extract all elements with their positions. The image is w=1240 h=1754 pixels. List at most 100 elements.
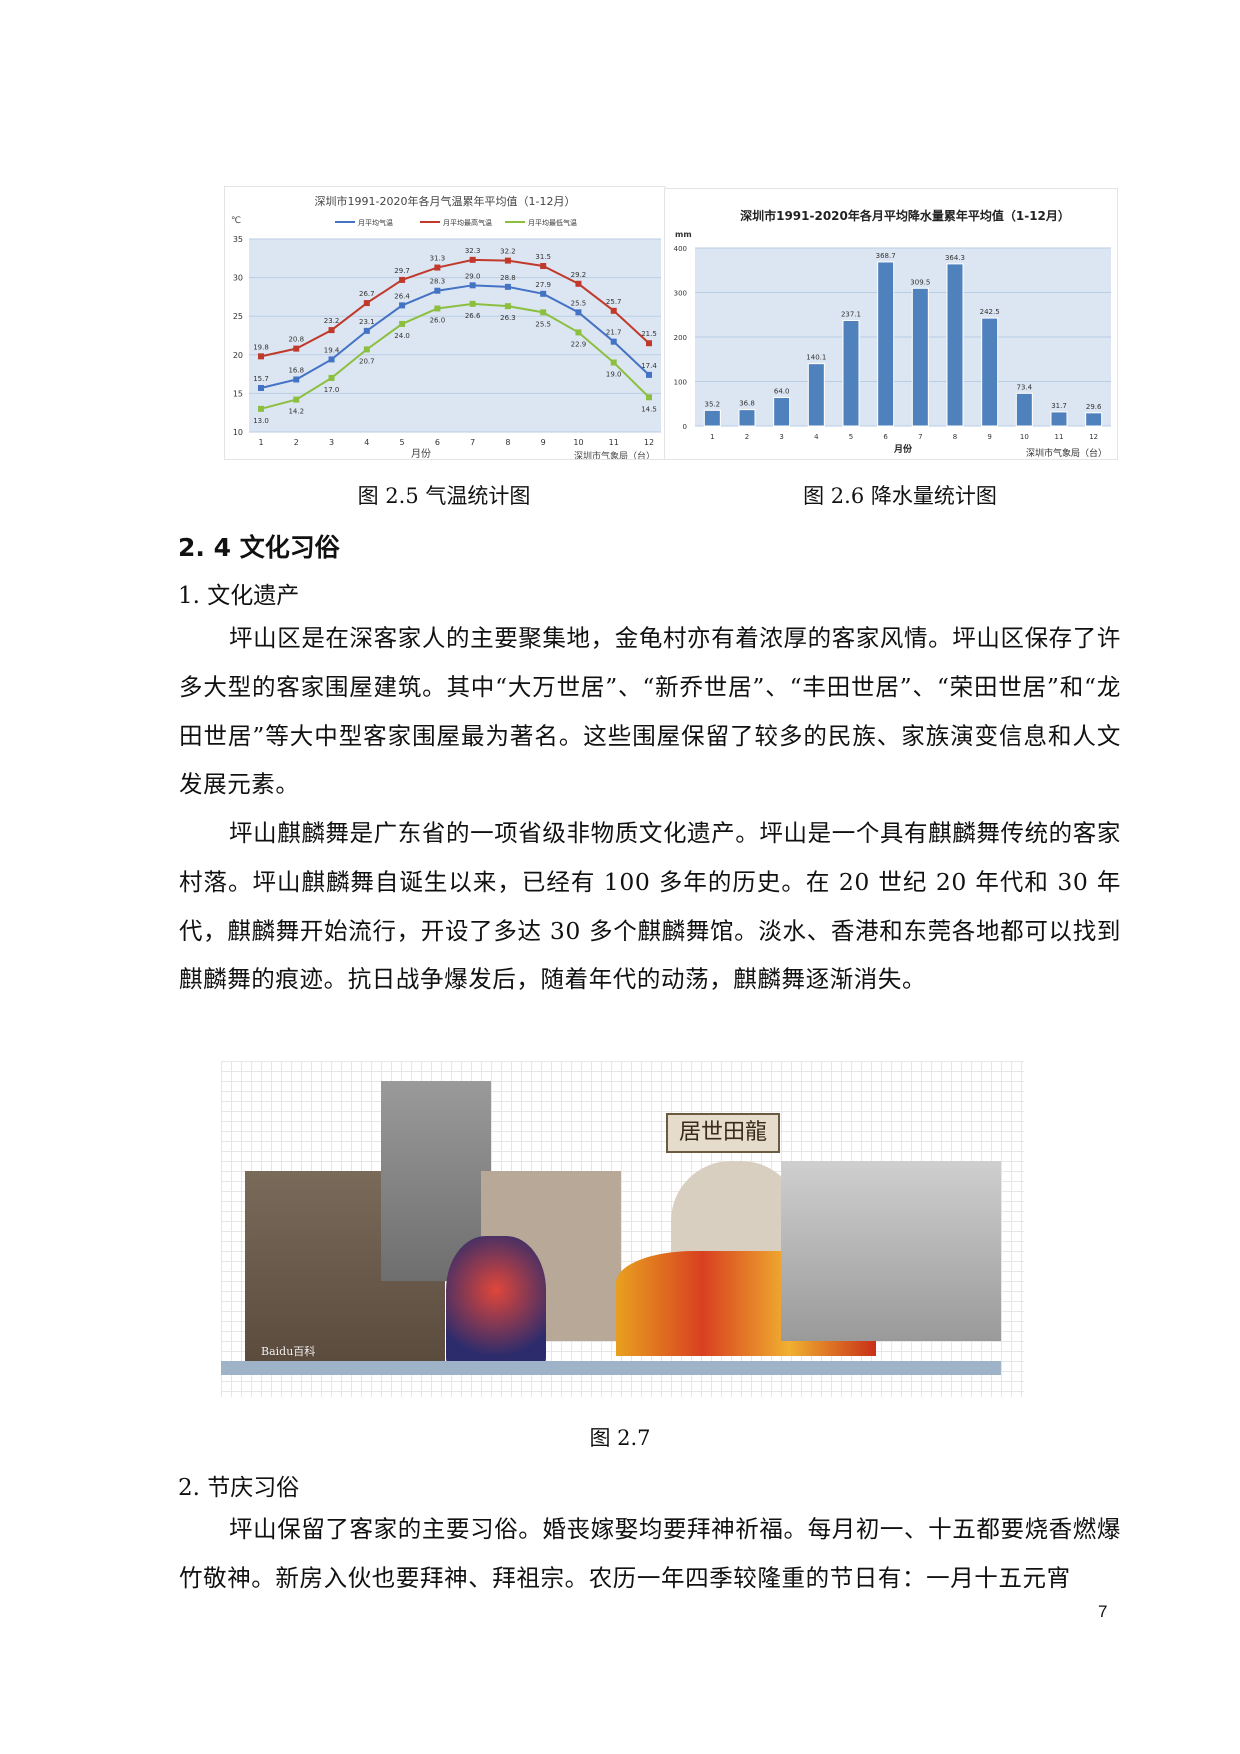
y-tick-label: 35 — [233, 235, 243, 244]
data-label: 24.0 — [394, 332, 410, 340]
y-tick-label: 0 — [683, 423, 687, 431]
series-line — [260, 302, 650, 410]
data-point — [328, 327, 335, 334]
x-tick-label: 3 — [779, 433, 783, 441]
series-line — [260, 258, 650, 358]
data-label: 28.3 — [430, 278, 446, 286]
data-label: 25.5 — [535, 320, 551, 328]
bar — [807, 363, 825, 427]
data-label: 31.5 — [535, 253, 551, 261]
plaque: 居世田龍 — [666, 1113, 780, 1153]
data-point — [646, 394, 652, 401]
data-point — [293, 376, 300, 383]
data-label: 19.4 — [324, 346, 340, 354]
x-tick-label: 5 — [400, 438, 405, 447]
data-point — [434, 287, 441, 294]
data-label: 64.0 — [774, 388, 790, 396]
data-label: 23.2 — [324, 317, 340, 325]
data-label: 21.7 — [606, 329, 622, 337]
data-point — [328, 356, 335, 363]
y-axis-label: mm — [675, 230, 692, 239]
x-tick-label: 11 — [1055, 433, 1064, 441]
data-label: 29.0 — [465, 272, 481, 280]
x-tick-label: 3 — [329, 438, 334, 447]
data-point — [363, 327, 370, 334]
data-point — [328, 374, 335, 381]
bar — [773, 397, 791, 427]
bar — [1050, 411, 1068, 427]
data-point — [504, 283, 511, 290]
data-label: 27.9 — [535, 281, 551, 289]
y-tick-label: 400 — [674, 245, 687, 253]
data-point — [610, 359, 617, 366]
data-label: 73.4 — [1017, 383, 1033, 391]
watermark: Baidu百科 — [261, 1345, 316, 1358]
data-label: 14.2 — [288, 408, 304, 416]
y-axis-label: ℃ — [231, 216, 241, 226]
series-line — [260, 284, 650, 389]
data-label: 28.8 — [500, 274, 516, 282]
data-point — [469, 256, 476, 263]
y-tick-label: 30 — [233, 274, 243, 283]
x-tick-label: 10 — [1020, 433, 1029, 441]
data-label: 140.1 — [806, 354, 826, 362]
source-label: 深圳市气象局（台） — [1026, 447, 1107, 459]
data-point — [434, 305, 441, 312]
x-tick-label: 7 — [918, 433, 922, 441]
data-label: 20.7 — [359, 357, 375, 365]
data-point — [575, 309, 582, 316]
y-tick-label: 300 — [674, 290, 687, 298]
qilin-dancer — [446, 1236, 546, 1371]
data-label: 242.5 — [980, 308, 1000, 316]
data-label: 21.5 — [641, 330, 657, 338]
x-tick-label: 8 — [505, 438, 510, 447]
data-point — [258, 384, 264, 391]
y-tick-label: 20 — [233, 351, 243, 360]
building-right — [781, 1161, 1001, 1341]
x-tick-label: 10 — [573, 438, 583, 447]
data-point — [258, 353, 264, 360]
x-tick-label: 4 — [814, 433, 819, 441]
page-number: 7 — [1098, 1602, 1108, 1621]
legend-label: 月平均最低气温 — [528, 218, 577, 227]
data-label: 29.6 — [1086, 403, 1102, 411]
bar — [1015, 392, 1033, 427]
chart-title: 深圳市1991-2020年各月平均降水量累年平均值（1-12月） — [740, 208, 1070, 223]
figure-caption: 图 2.5 气温统计图 — [357, 484, 531, 508]
data-point — [469, 282, 476, 289]
data-point — [646, 340, 652, 347]
bar — [981, 317, 999, 427]
data-label: 35.2 — [705, 400, 721, 408]
bar — [1085, 412, 1103, 427]
x-tick-label: 4 — [364, 438, 369, 447]
data-label: 22.9 — [571, 340, 587, 348]
bar — [738, 409, 756, 427]
y-tick-label: 15 — [233, 389, 243, 398]
y-tick-label: 10 — [233, 428, 243, 437]
section-heading: 2. 4 文化习俗 — [178, 533, 340, 562]
data-label: 13.0 — [253, 417, 269, 425]
hakka-architecture-collage: 居世田龍 Baidu百科 — [221, 1061, 1024, 1397]
data-point — [575, 329, 582, 336]
data-label: 32.3 — [465, 247, 481, 255]
data-point — [363, 346, 370, 353]
plot-area — [249, 239, 661, 432]
data-point — [540, 290, 547, 297]
data-label: 26.7 — [359, 290, 375, 298]
x-axis-label: 月份 — [893, 443, 913, 455]
data-point — [610, 338, 617, 345]
x-tick-label: 2 — [745, 433, 749, 441]
x-tick-label: 2 — [294, 438, 299, 447]
data-point — [646, 371, 652, 378]
x-tick-label: 8 — [953, 433, 957, 441]
temperature-chart: 深圳市1991-2020年各月气温累年平均值（1-12月） ℃ 10 15 20 25 30… — [224, 186, 666, 460]
data-label: 19.8 — [253, 343, 269, 351]
data-label: 25.5 — [571, 299, 587, 307]
data-label: 23.1 — [359, 318, 375, 326]
data-label: 36.8 — [739, 400, 755, 408]
figure-caption: 图 2.7 — [589, 1426, 651, 1450]
data-point — [399, 276, 406, 283]
data-point — [293, 345, 300, 352]
y-tick-label: 200 — [674, 334, 687, 342]
y-tick-label: 100 — [674, 379, 687, 387]
